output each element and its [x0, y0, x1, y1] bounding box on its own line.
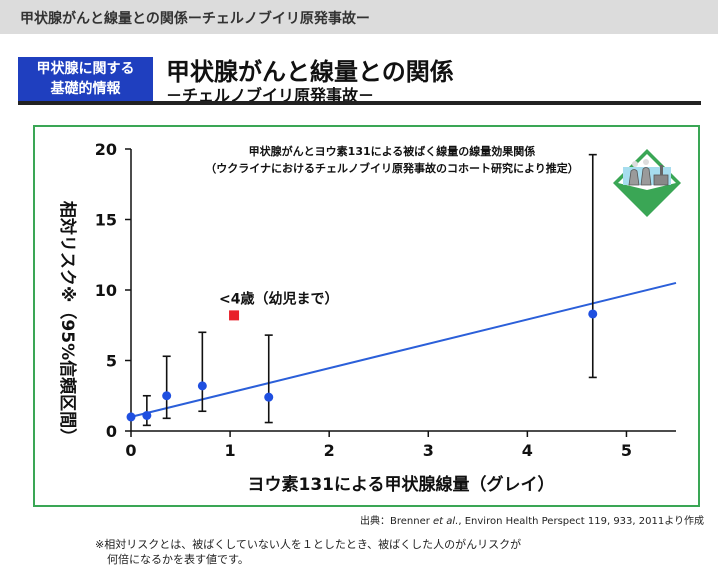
chart: 甲状腺がんとヨウ素131による被ばく線量の線量効果関係 （ウクライナにおけるチェ…: [57, 140, 681, 495]
top-bar: 甲状腺がんと線量との関係ーチェルノブイリ原発事故ー: [0, 0, 718, 34]
top-bar-title: 甲状腺がんと線量との関係ーチェルノブイリ原発事故ー: [20, 11, 370, 27]
x-axis-label: ヨウ素131による甲状腺線量（グレイ）: [248, 474, 555, 495]
x-tick-label: 2: [324, 441, 335, 460]
data-point: [142, 410, 152, 420]
highlight-point: [229, 310, 240, 321]
page-title: 甲状腺がんと線量との関係: [166, 58, 454, 86]
x-tick-label: 0: [125, 441, 136, 460]
data-point: [126, 412, 136, 422]
y-tick-label: 5: [106, 352, 117, 371]
y-tick-label: 15: [95, 211, 117, 230]
footnote-line-2: 何倍になるかを表す値です。: [107, 553, 249, 566]
title-divider: [18, 101, 701, 105]
data-point: [588, 309, 598, 319]
highlight-label: <4歳（幼児まで）: [219, 290, 338, 307]
badge-line-2: 基礎的情報: [50, 81, 121, 97]
footnote: ※相対リスクとは、被ばくしていない人を１としたとき、被ばくした人のがんリスクが …: [95, 537, 521, 567]
badge-line-1: 甲状腺に関する: [36, 61, 135, 77]
chart-marks: <4歳（幼児まで）: [126, 153, 677, 427]
y-tick-label: 0: [106, 422, 117, 441]
nuclear-plant-icon: [613, 149, 681, 217]
footnote-line-1: ※相対リスクとは、被ばくしていない人を１としたとき、被ばくした人のがんリスクが: [95, 538, 522, 551]
chart-title: 甲状腺がんとヨウ素131による被ばく線量の線量効果関係: [249, 144, 536, 158]
trend-line: [130, 281, 677, 418]
x-tick-label: 5: [621, 441, 632, 460]
chart-frame: 甲状腺がんとヨウ素131による被ばく線量の線量効果関係 （ウクライナにおけるチェ…: [33, 125, 700, 507]
data-point: [162, 391, 172, 401]
y-tick-label: 20: [95, 140, 117, 159]
data-point: [264, 392, 274, 402]
y-tick-label: 10: [95, 281, 117, 300]
chart-subtitle: （ウクライナにおけるチェルノブイリ原発事故のコホート研究により推定）: [205, 161, 579, 175]
y-axis-label: 相対リスク※（95%信頼区間）: [57, 201, 78, 445]
source-citation: 出典：Brenner et al., Environ Health Perspe…: [360, 516, 705, 527]
x-tick-label: 3: [423, 441, 434, 460]
page-subtitle: －チェルノブイリ原発事故－: [166, 86, 375, 105]
data-point: [197, 381, 207, 391]
category-badge: 甲状腺に関する 基礎的情報: [18, 57, 153, 101]
chart-axes: 0 5 10 15 20 0 1 2 3 4 5: [95, 140, 676, 460]
x-tick-label: 4: [522, 441, 533, 460]
x-tick-label: 1: [225, 441, 236, 460]
